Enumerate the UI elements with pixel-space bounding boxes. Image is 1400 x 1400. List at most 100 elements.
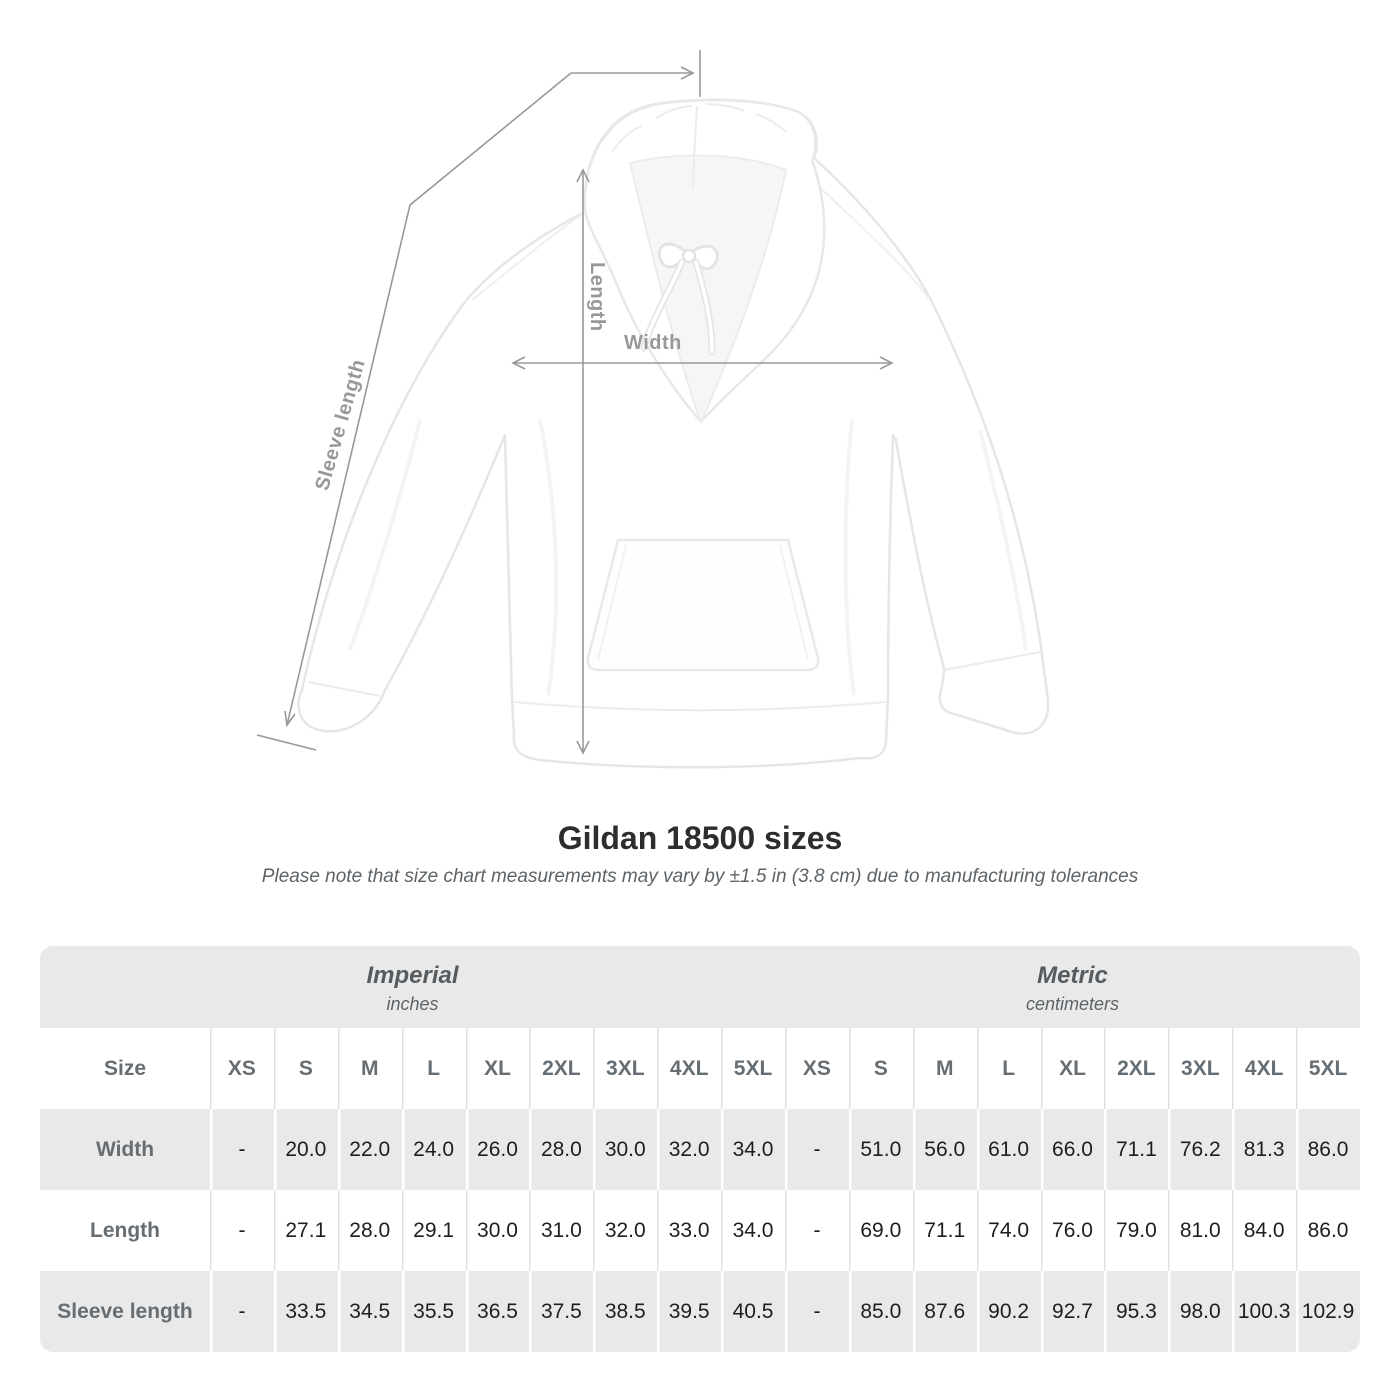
drawstring-knot: [681, 248, 697, 264]
length-value-cell: 84.0: [1232, 1190, 1296, 1271]
sleeve-value-cell: 36.5: [466, 1271, 530, 1352]
width-value-cell: -: [210, 1109, 274, 1190]
width-value-cell: 81.3: [1232, 1109, 1296, 1190]
size-header-cell: M: [338, 1028, 402, 1109]
width-value-cell: 61.0: [977, 1109, 1041, 1190]
size-column-header: Size: [103, 1056, 147, 1080]
length-measure-line: [576, 168, 590, 755]
size-header-row: Size XS S M L XL 2XL 3XL 4XL 5XL XS S M L XL 2XL 3XL 4XL…: [40, 1028, 1360, 1109]
size-header-cell: 5XL: [1296, 1028, 1360, 1109]
length-value-cell: 33.0: [657, 1190, 721, 1271]
sleeve-value-cell: 98.0: [1168, 1271, 1232, 1352]
width-value-cell: 30.0: [593, 1109, 657, 1190]
size-header-cell: 2XL: [1104, 1028, 1168, 1109]
width-row: Width -20.0 22.0 24.0 26.0 28.0 30.0 32.0 34.0-…: [40, 1109, 1360, 1190]
width-value-cell: 71.1: [1104, 1109, 1168, 1190]
pocket-seams: [597, 544, 809, 661]
width-value-cell: 26.0: [466, 1109, 530, 1190]
sleeve-length-row: Sleeve length -33.5 34.5 35.5 36.5 37.5 38.5 3…: [40, 1271, 1360, 1352]
size-header-cell: S: [849, 1028, 913, 1109]
sleeve-value-cell: 87.6: [913, 1271, 977, 1352]
sleeve-value-cell: 100.3: [1232, 1271, 1296, 1352]
kangaroo-pocket: [586, 538, 820, 672]
sleeve-value-cell: -: [785, 1271, 849, 1352]
width-value-cell: 20.0: [274, 1109, 338, 1190]
length-row: Length -27.1 28.0 29.1 30.0 31.0 32.0 33.0 34.0…: [40, 1190, 1360, 1271]
metric-unit-label: centimeters: [1025, 993, 1120, 1014]
length-value-cell: 76.0: [1041, 1190, 1105, 1271]
width-value-cell: 34.0: [721, 1109, 785, 1190]
width-measure-label: Width: [624, 332, 682, 354]
size-header-cell: 4XL: [1232, 1028, 1296, 1109]
length-value-cell: 30.0: [466, 1190, 530, 1271]
length-value-cell: -: [210, 1190, 274, 1271]
length-value-cell: 71.1: [913, 1190, 977, 1271]
size-table: Imperial inches Metric centimeters Size …: [40, 946, 1360, 1352]
width-value-cell: 66.0: [1041, 1109, 1105, 1190]
length-value-cell: 86.0: [1296, 1190, 1360, 1271]
length-value-cell: 79.0: [1104, 1190, 1168, 1271]
metric-label: Metric: [1037, 961, 1108, 989]
sleeve-value-cell: 85.0: [849, 1271, 913, 1352]
sleeve-value-cell: 102.9: [1296, 1271, 1360, 1352]
sleeve-value-cell: 95.3: [1104, 1271, 1168, 1352]
hoodie-illustration: [256, 50, 1050, 769]
sleeve-length-row-label: Sleeve length: [57, 1299, 193, 1323]
sleeve-value-cell: 92.7: [1041, 1271, 1105, 1352]
width-value-cell: 22.0: [338, 1109, 402, 1190]
cuff-seam-left: [307, 681, 381, 697]
size-header-cell: L: [402, 1028, 466, 1109]
sleeve-length-measure-line: [256, 50, 701, 751]
length-value-cell: 74.0: [977, 1190, 1041, 1271]
size-header-cell: 5XL: [721, 1028, 785, 1109]
shoulder-seam-right: [811, 179, 931, 301]
size-header-cell: 3XL: [1168, 1028, 1232, 1109]
sleeve-value-cell: 90.2: [977, 1271, 1041, 1352]
imperial-header: Imperial inches: [40, 946, 785, 1028]
imperial-label: Imperial: [366, 961, 459, 989]
width-value-cell: 24.0: [402, 1109, 466, 1190]
size-header-cell: 4XL: [657, 1028, 721, 1109]
hood-center-seam: [692, 105, 698, 189]
length-value-cell: 69.0: [849, 1190, 913, 1271]
tolerance-note: Please note that size chart measurements…: [261, 866, 1139, 887]
size-header-cell: XL: [1041, 1028, 1105, 1109]
cuff-seam-right: [943, 651, 1041, 671]
size-header-cell: 3XL: [593, 1028, 657, 1109]
length-row-label: Length: [90, 1218, 160, 1242]
sleeve-value-cell: 39.5: [657, 1271, 721, 1352]
sleeve-value-cell: 35.5: [402, 1271, 466, 1352]
size-header-cell: M: [913, 1028, 977, 1109]
width-value-cell: 56.0: [913, 1109, 977, 1190]
imperial-unit-label: inches: [386, 993, 439, 1014]
sleeve-value-cell: 38.5: [593, 1271, 657, 1352]
sleeve-value-cell: 40.5: [721, 1271, 785, 1352]
size-header-cell: L: [977, 1028, 1041, 1109]
length-measure-label: Length: [586, 262, 608, 332]
metric-header: Metric centimeters: [785, 946, 1360, 1028]
width-row-label: Width: [95, 1137, 155, 1161]
hood-scrunch-lines: [611, 103, 787, 153]
hem-seam: [513, 701, 887, 712]
width-value-cell: 86.0: [1296, 1109, 1360, 1190]
width-value-cell: 76.2: [1168, 1109, 1232, 1190]
length-value-cell: 34.0: [721, 1190, 785, 1271]
length-value-cell: 32.0: [593, 1190, 657, 1271]
sleeve-value-cell: 34.5: [338, 1271, 402, 1352]
length-value-cell: 28.0: [338, 1190, 402, 1271]
page-title: Gildan 18500 sizes: [557, 820, 843, 856]
width-value-cell: 28.0: [529, 1109, 593, 1190]
size-header-cell: S: [274, 1028, 338, 1109]
fold-lines: [348, 419, 1028, 696]
width-value-cell: 32.0: [657, 1109, 721, 1190]
unit-header-band: Imperial inches Metric centimeters: [40, 946, 1360, 1028]
width-value-cell: 51.0: [849, 1109, 913, 1190]
shoulder-seam-left: [471, 211, 586, 301]
sleeve-value-cell: 37.5: [529, 1271, 593, 1352]
width-measure-line: [511, 356, 894, 370]
length-value-cell: 29.1: [402, 1190, 466, 1271]
size-header-cell: XS: [210, 1028, 274, 1109]
width-value-cell: -: [785, 1109, 849, 1190]
length-value-cell: 31.0: [529, 1190, 593, 1271]
